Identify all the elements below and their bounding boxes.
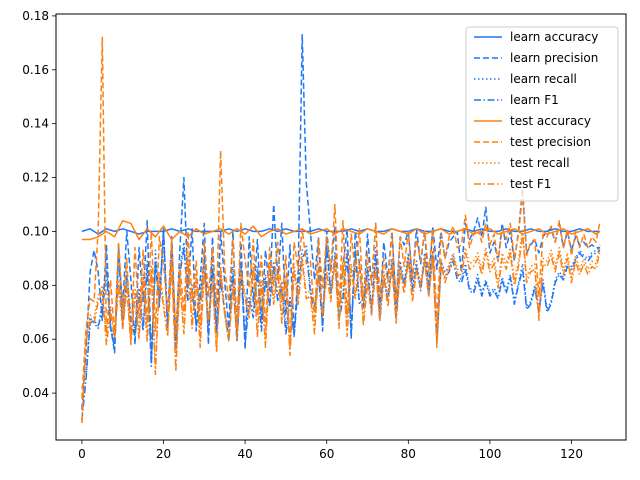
legend-label: test recall bbox=[510, 156, 570, 170]
plot-frame bbox=[55, 13, 627, 441]
y-tick-label: 0.14 bbox=[22, 117, 49, 131]
y-tick-label: 0.10 bbox=[22, 224, 49, 238]
legend-label: test accuracy bbox=[510, 114, 591, 128]
legend-label: learn precision bbox=[510, 51, 598, 65]
x-tick-label: 20 bbox=[156, 447, 171, 461]
x-tick-label: 60 bbox=[319, 447, 334, 461]
x-tick-label: 100 bbox=[478, 447, 501, 461]
y-tick-label: 0.06 bbox=[22, 332, 49, 346]
series-line-test-f1 bbox=[81, 233, 601, 423]
y-tick-label: 0.04 bbox=[22, 386, 49, 400]
series-line-test-precision bbox=[81, 36, 601, 399]
series-line-test-recall bbox=[81, 228, 601, 423]
series-layer bbox=[81, 33, 601, 423]
y-tick-label: 0.08 bbox=[22, 278, 49, 292]
y-tick-label: 0.12 bbox=[22, 171, 49, 185]
legend-label: learn F1 bbox=[510, 93, 559, 107]
axis-layer: 0 20 40 60 80 100 120 0.04 0.06 0.08 0.10 0.12 0.14 0… bbox=[22, 9, 583, 461]
y-tick-label: 0.18 bbox=[22, 9, 49, 23]
y-tick-label: 0.16 bbox=[22, 63, 49, 77]
x-tick-label: 0 bbox=[78, 447, 86, 461]
series-line-learn-f1 bbox=[81, 233, 601, 421]
legend-label: test F1 bbox=[510, 177, 551, 191]
legend-label: test precision bbox=[510, 135, 591, 149]
x-tick-label: 80 bbox=[401, 447, 416, 461]
legend-label: learn accuracy bbox=[510, 30, 598, 44]
x-tick-label: 40 bbox=[237, 447, 252, 461]
legend-box bbox=[465, 26, 619, 202]
legend-label: learn recall bbox=[510, 72, 577, 86]
x-tick-label: 120 bbox=[560, 447, 583, 461]
legend: learn accuracy learn precision learn recal… bbox=[465, 26, 619, 202]
